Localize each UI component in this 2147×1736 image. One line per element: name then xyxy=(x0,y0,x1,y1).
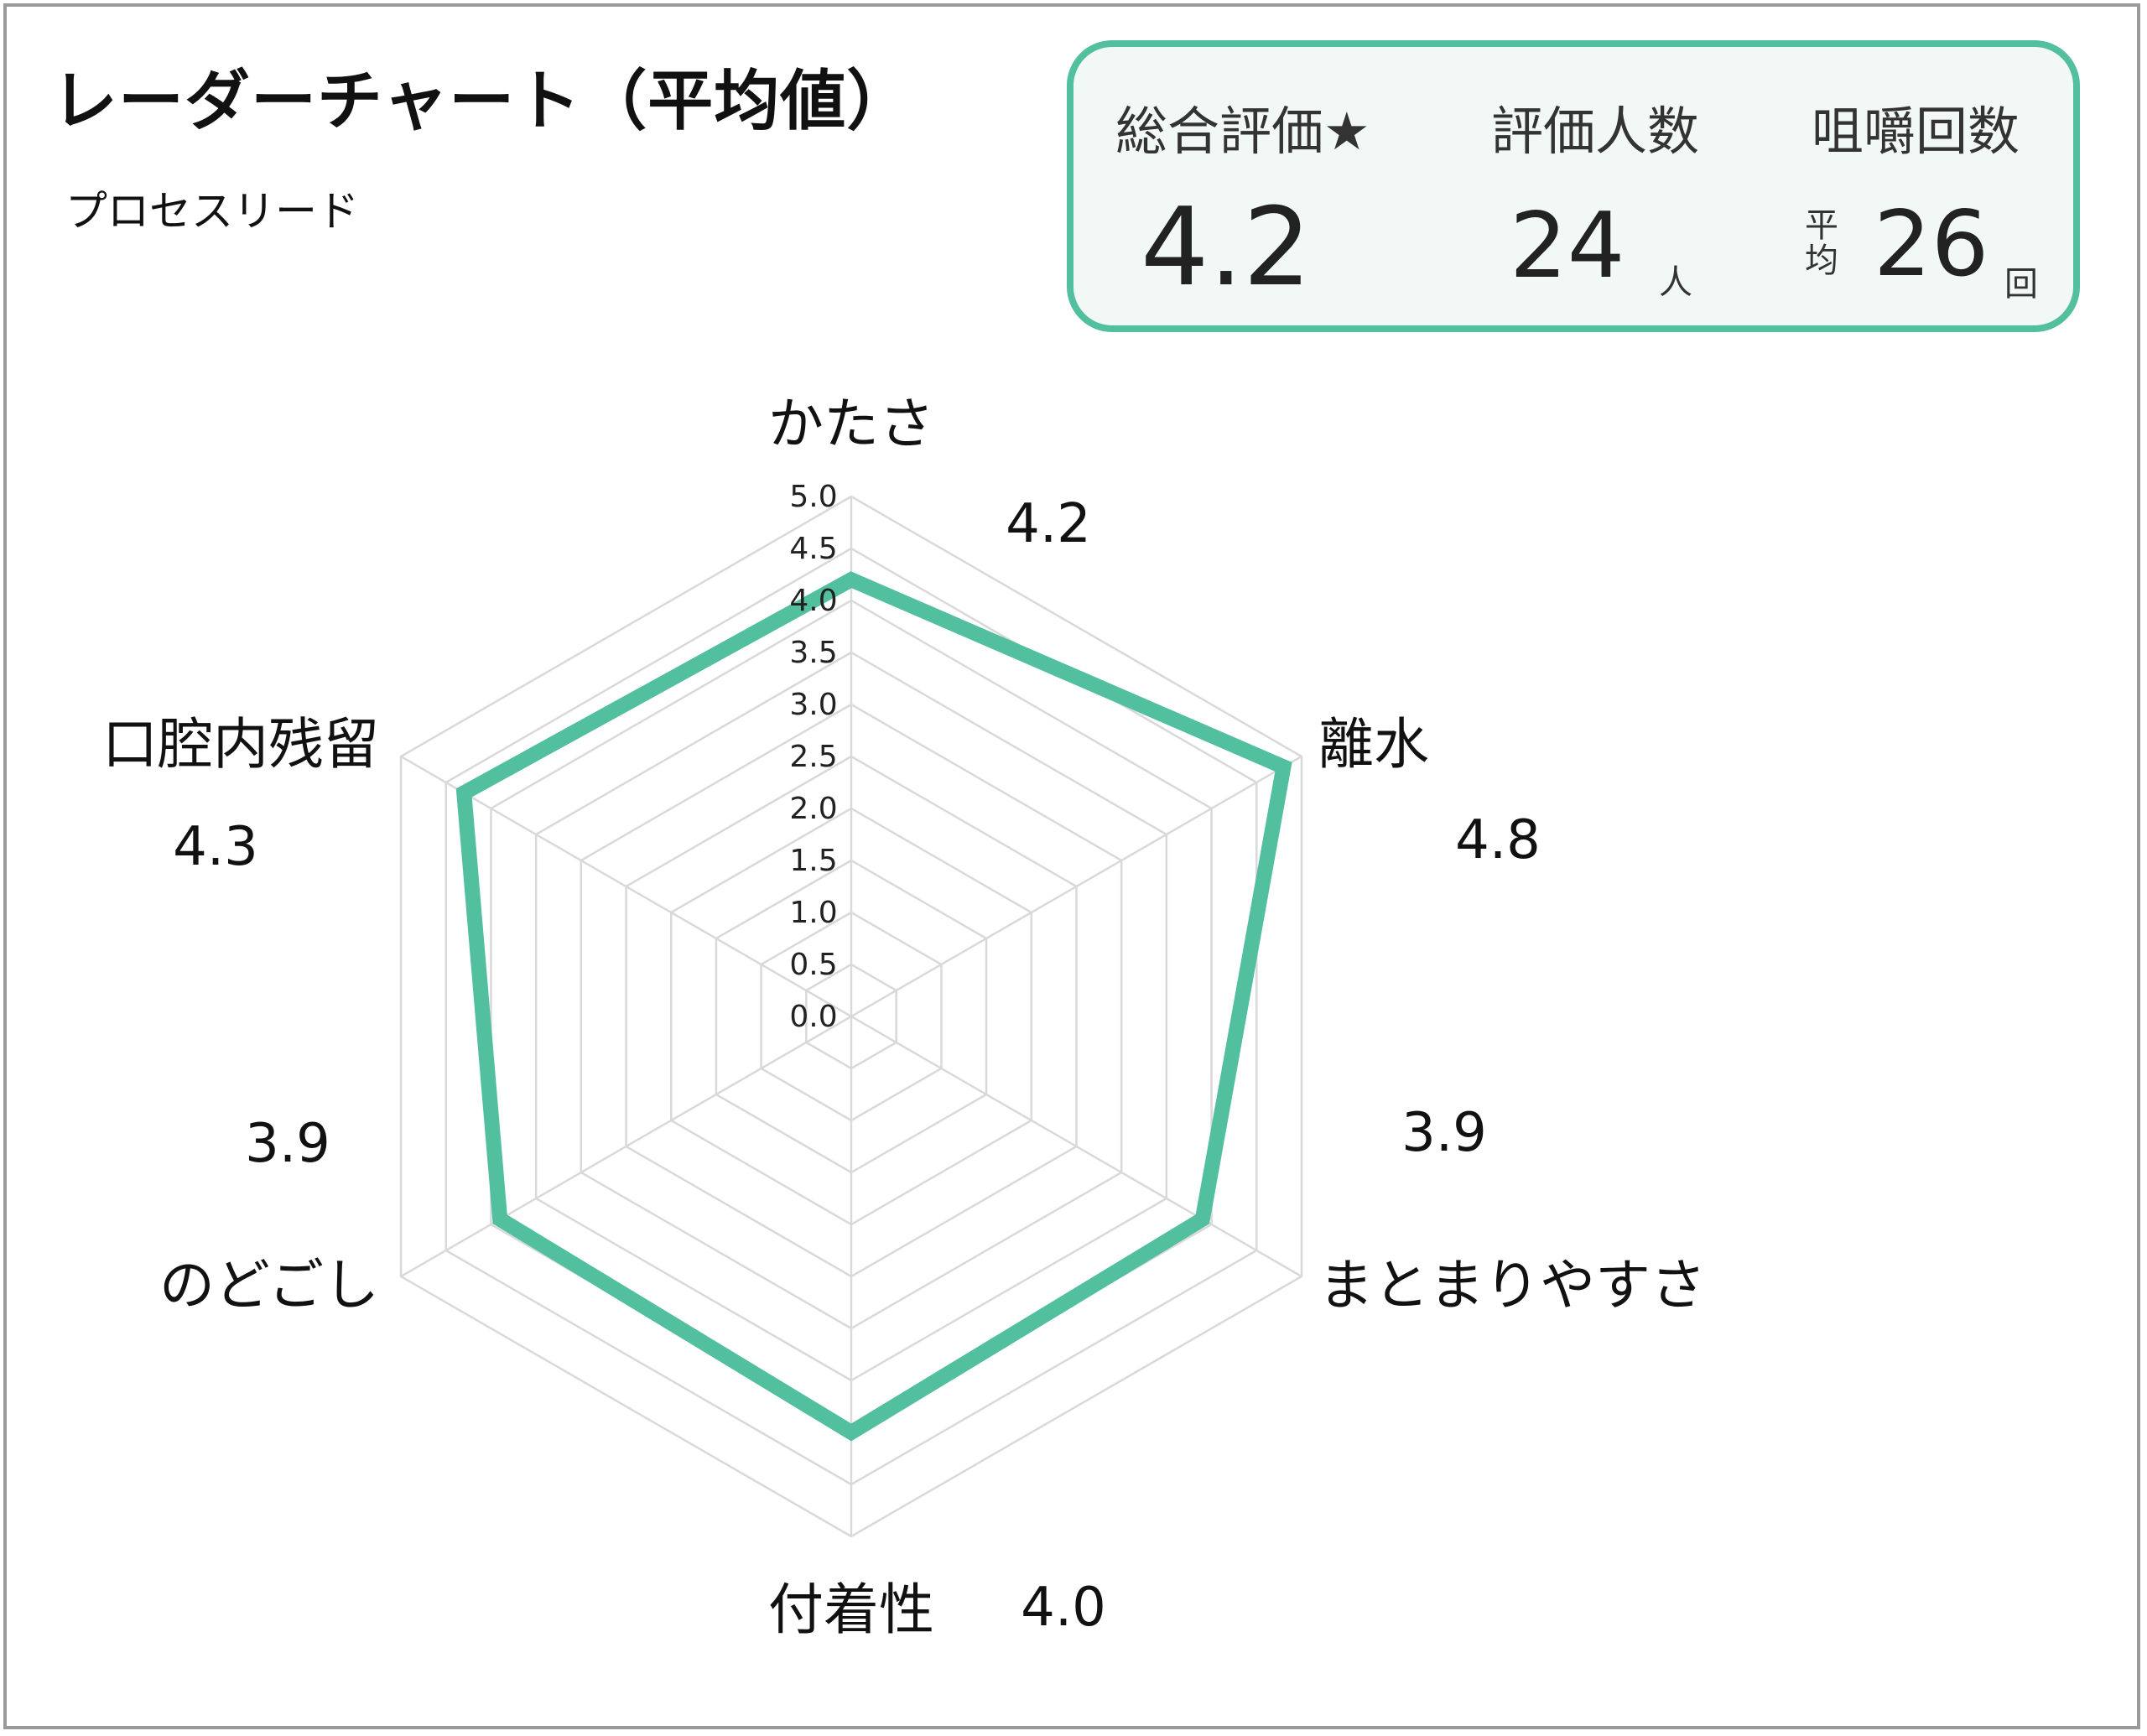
tick-label: 4.5 xyxy=(789,532,837,566)
series-line xyxy=(455,571,1292,1442)
chew-value: 26 xyxy=(1874,192,1989,297)
value-label: 3.9 xyxy=(1401,1102,1487,1164)
axis-label: かたさ xyxy=(768,392,934,456)
axis-label: 口腔内残留 xyxy=(102,712,379,777)
chew-label: 咀嚼回数 xyxy=(1812,101,2020,162)
tick-label: 3.5 xyxy=(789,636,837,670)
axis-label: のどごし xyxy=(159,1253,379,1318)
value-label: 3.9 xyxy=(245,1113,330,1175)
chew-average-top: 平 xyxy=(1805,206,1838,245)
chew-unit: 回 xyxy=(2004,265,2038,304)
value-label: 4.2 xyxy=(1006,493,1091,555)
axis-label: まとまりやすさ xyxy=(1318,1253,1706,1318)
chew-average-mark: 平 均 xyxy=(1803,208,1840,278)
tick-label: 0.5 xyxy=(789,948,837,982)
chart-subtitle: プロセスリード xyxy=(65,187,359,236)
chart-title: レーダーチャート（平均値） xyxy=(52,64,913,139)
value-label: 4.3 xyxy=(173,816,258,878)
tick-label: 3.0 xyxy=(789,688,837,722)
people-value: 24 xyxy=(1510,194,1625,299)
summary-panel: 総合評価★ 4.2 評価人数 24 人 咀嚼回数 平 均 26 回 xyxy=(1067,40,2080,332)
grid-spoke xyxy=(400,755,852,1018)
rating-value: 4.2 xyxy=(1141,185,1312,310)
chew-average-bottom: 均 xyxy=(1805,242,1838,280)
tick-label: 5.0 xyxy=(789,480,837,514)
people-label: 評価人数 xyxy=(1491,101,1700,162)
grid-spoke xyxy=(850,755,1302,1018)
people-unit: 人 xyxy=(1659,263,1692,302)
axis-label: 離水 xyxy=(1318,712,1429,777)
axis-label: 付着性 xyxy=(768,1577,934,1642)
grid-spoke xyxy=(850,1015,1302,1278)
grid-spoke xyxy=(400,1015,852,1278)
tick-label: 4.0 xyxy=(789,584,837,618)
rating-label: 総合評価★ xyxy=(1115,101,1370,162)
value-label: 4.0 xyxy=(1021,1577,1106,1639)
tick-label: 0.0 xyxy=(789,1000,837,1034)
tick-label: 2.5 xyxy=(789,740,837,774)
value-label: 4.8 xyxy=(1455,809,1541,871)
frame-border xyxy=(3,3,2140,1729)
tick-label: 2.0 xyxy=(789,792,837,826)
tick-label: 1.5 xyxy=(789,844,837,878)
tick-label: 1.0 xyxy=(789,896,837,930)
